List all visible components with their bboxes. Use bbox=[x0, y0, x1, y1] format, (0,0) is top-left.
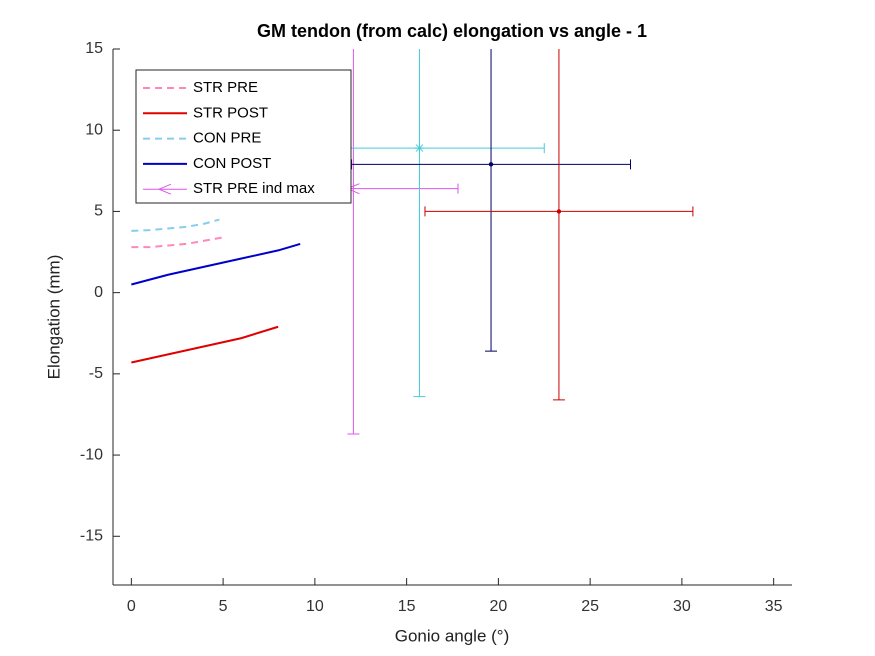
data-line bbox=[131, 325, 279, 364]
x-tick-label: 5 bbox=[219, 598, 228, 615]
y-axis-label: Elongation (mm) bbox=[44, 255, 63, 380]
legend-label: STR PRE ind max bbox=[193, 180, 315, 197]
error-cap-x bbox=[424, 206, 694, 217]
data-line bbox=[131, 242, 301, 286]
x-tick-label: 0 bbox=[127, 598, 136, 615]
error-cap bbox=[413, 396, 426, 398]
data-line bbox=[131, 218, 220, 232]
y-tick-label: 5 bbox=[94, 203, 103, 220]
x-tick-label: 30 bbox=[673, 598, 691, 615]
point-marker bbox=[556, 209, 562, 214]
error-cap bbox=[552, 399, 565, 401]
plot-area bbox=[131, 49, 694, 435]
legend-label: CON POST bbox=[193, 155, 271, 172]
y-tick-label: 15 bbox=[85, 40, 103, 57]
x-tick-label: 10 bbox=[306, 598, 324, 615]
x-tick-label: 20 bbox=[489, 598, 507, 615]
legend-box bbox=[135, 69, 352, 204]
y-tick-label: 0 bbox=[94, 284, 103, 301]
point-marker bbox=[488, 162, 494, 167]
legend-marker bbox=[157, 183, 172, 195]
legend-label: STR POST bbox=[193, 104, 268, 121]
point-marker bbox=[414, 143, 425, 154]
y-tick-label: 10 bbox=[85, 121, 103, 138]
legend-label: CON PRE bbox=[193, 130, 261, 147]
chart-title: GM tendon (from calc) elongation vs angl… bbox=[257, 21, 647, 41]
x-axis-label: Gonio angle (°) bbox=[395, 626, 510, 645]
y-tick-label: -10 bbox=[80, 446, 103, 463]
legend-label: STR PRE bbox=[193, 79, 258, 96]
error-cap-x bbox=[351, 159, 632, 170]
x-tick-label: 25 bbox=[581, 598, 599, 615]
y-tick-label: -5 bbox=[89, 365, 103, 382]
error-cap bbox=[485, 350, 498, 352]
x-tick-label: 35 bbox=[765, 598, 783, 615]
y-tick-label: -15 bbox=[80, 527, 103, 544]
x-tick-label: 15 bbox=[398, 598, 416, 615]
error-cap bbox=[347, 433, 360, 435]
data-line bbox=[131, 236, 224, 249]
